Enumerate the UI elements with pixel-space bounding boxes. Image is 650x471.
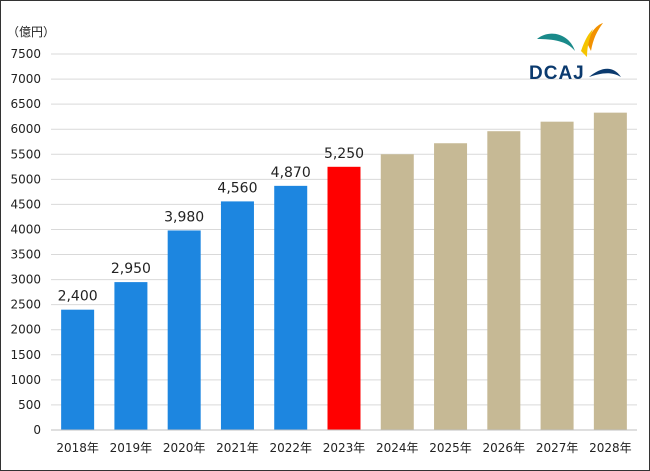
x-tick-label: 2024年 [376, 441, 419, 455]
y-tick-label: 6000 [10, 122, 41, 136]
y-tick-label: 7500 [10, 47, 41, 61]
y-tick-label: 6500 [10, 97, 41, 111]
y-tick-label: 2000 [10, 323, 41, 337]
y-tick-label: 500 [18, 398, 41, 412]
y-axis-unit-label: （億円） [7, 25, 55, 39]
bar [380, 154, 414, 430]
y-tick-label: 7000 [10, 72, 41, 86]
bar [220, 201, 254, 430]
x-tick-label: 2020年 [163, 441, 206, 455]
y-tick-label: 1000 [10, 373, 41, 387]
bar-data-label: 3,980 [164, 209, 204, 225]
y-tick-label: 5000 [10, 172, 41, 186]
x-axis: 2018年 2019年 2020年 2021年 2022年 2023年 2024年 2025年… [51, 429, 637, 455]
bar-data-label: 4,870 [271, 165, 311, 181]
y-tick-label: 2500 [10, 298, 41, 312]
x-tick-label: 2021年 [216, 441, 259, 455]
y-axis: 0 500 1000 1500 2000 2500 3000 3500 4000 4500 5000… [10, 47, 41, 437]
bar [487, 131, 521, 431]
logo-swoosh-orange [587, 23, 603, 51]
bar [274, 185, 308, 430]
x-tick-label: 2025年 [429, 441, 472, 455]
y-tick-label: 3000 [10, 273, 41, 287]
x-tick-label: 2027年 [536, 441, 579, 455]
y-tick-label: 0 [33, 423, 41, 437]
bar-data-label: 2,950 [111, 261, 151, 277]
y-tick-label: 4000 [10, 222, 41, 236]
bar [61, 309, 95, 430]
bar [434, 143, 468, 430]
bar [327, 166, 361, 431]
bars [61, 112, 627, 431]
logo-text: DCAJ [529, 63, 585, 84]
x-tick-label: 2022年 [269, 441, 312, 455]
logo-swoosh-yellow [581, 29, 593, 57]
bar-data-label: 5,250 [324, 146, 364, 162]
dcaj-logo: DCAJ [529, 23, 621, 84]
bar [167, 230, 201, 430]
data-labels: 2,400 2,950 3,980 4,560 4,870 5,250 [58, 146, 364, 305]
bar [114, 282, 148, 430]
y-tick-label: 5500 [10, 147, 41, 161]
y-tick-label: 3500 [10, 248, 41, 262]
x-tick-label: 2028年 [589, 441, 632, 455]
x-tick-label: 2023年 [323, 441, 366, 455]
bar [540, 121, 574, 431]
y-tick-label: 1500 [10, 348, 41, 362]
x-tick-label: 2026年 [483, 441, 526, 455]
bar [593, 112, 627, 430]
y-tick-label: 4500 [10, 197, 41, 211]
bar-data-label: 2,400 [58, 289, 98, 305]
x-tick-label: 2018年 [56, 441, 99, 455]
bar-data-label: 4,560 [217, 180, 257, 196]
x-tick-label: 2019年 [110, 441, 153, 455]
logo-swoosh-navy [589, 68, 621, 77]
logo-swoosh-teal [537, 33, 575, 51]
